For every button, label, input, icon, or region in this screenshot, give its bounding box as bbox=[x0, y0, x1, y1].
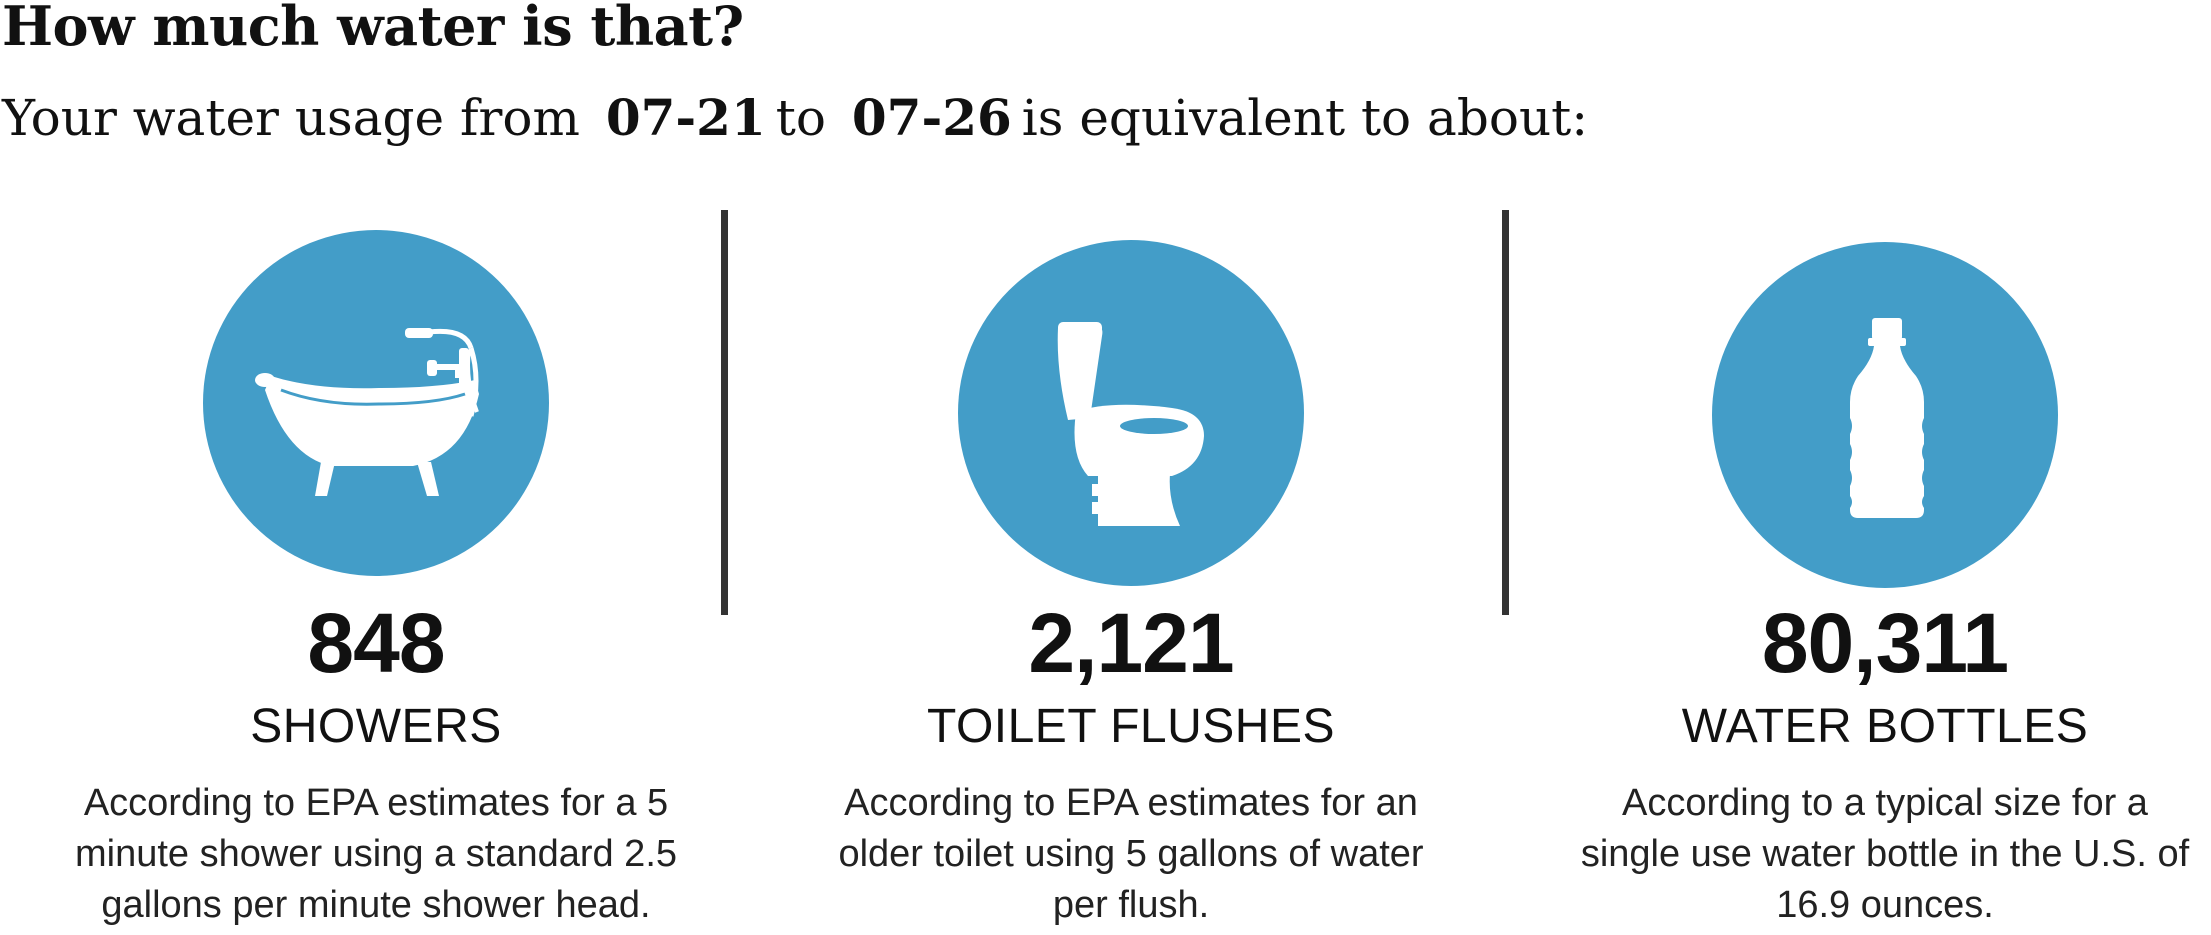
showers-label: SHOWERS bbox=[250, 700, 502, 753]
showers-card: 848 SHOWERS According to EPA estimates f… bbox=[26, 0, 726, 935]
usage-summary: Your water usage from 07-21 to 07-26 is eq… bbox=[2, 88, 1588, 147]
start-date: 07-21 bbox=[605, 88, 766, 147]
subtitle-prefix: Your water usage from bbox=[2, 89, 580, 147]
water-bottle-glyph bbox=[1850, 318, 1924, 518]
toilet-flushes-description: According to EPA estimates for an older … bbox=[781, 778, 1481, 931]
description-line: per flush. bbox=[1052, 884, 1210, 926]
end-date: 07-26 bbox=[851, 88, 1012, 147]
description-line: 16.9 ounces. bbox=[1776, 884, 1994, 926]
toilet-card: 2,121 TOILET FLUSHES According to EPA es… bbox=[781, 0, 1481, 935]
showers-description: According to EPA estimates for a 5 minut… bbox=[26, 778, 726, 931]
description-line: minute shower using a standard 2.5 bbox=[74, 833, 678, 875]
description-line: older toilet using 5 gallons of water bbox=[838, 833, 1424, 875]
bathtub-icon bbox=[203, 230, 549, 576]
description-line: gallons per minute shower head. bbox=[101, 884, 651, 926]
bathtub-glyph bbox=[255, 328, 479, 496]
page-title: How much water is that? bbox=[2, 0, 744, 58]
water-bottles-value: 80,311 bbox=[1761, 596, 2009, 690]
toilet-flushes-value: 2,121 bbox=[1028, 596, 1234, 690]
toilet-icon bbox=[958, 240, 1304, 586]
description-line: single use water bottle in the U.S. of bbox=[1580, 833, 2190, 875]
subtitle-suffix: is equivalent to about: bbox=[1021, 89, 1589, 147]
water-bottles-label: WATER BOTTLES bbox=[1681, 700, 2089, 753]
column-divider bbox=[1502, 210, 1509, 615]
water-bottles-description: According to a typical size for a single… bbox=[1535, 778, 2211, 931]
column-divider bbox=[721, 210, 728, 615]
water-bottles-card: 80,311 WATER BOTTLES According to a typi… bbox=[1535, 0, 2211, 935]
showers-value: 848 bbox=[307, 596, 445, 690]
subtitle-connector: to bbox=[775, 89, 826, 147]
toilet-flushes-label: TOILET FLUSHES bbox=[926, 700, 1335, 753]
water-bottle-icon bbox=[1712, 242, 2058, 588]
toilet-glyph bbox=[1057, 322, 1204, 526]
description-line: According to EPA estimates for an bbox=[844, 782, 1418, 824]
description-line: According to a typical size for a bbox=[1622, 782, 2148, 824]
description-line: According to EPA estimates for a 5 bbox=[83, 782, 669, 824]
